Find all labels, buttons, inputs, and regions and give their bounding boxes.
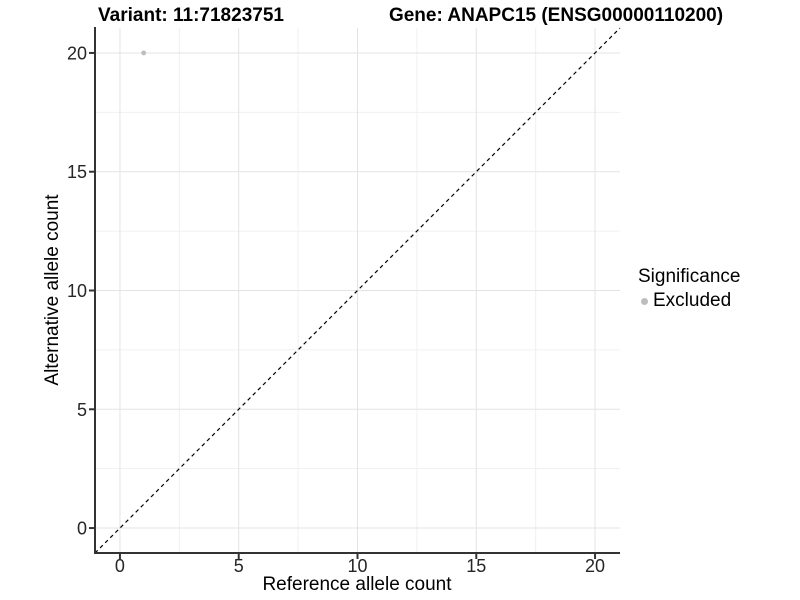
x-tick-label: 20 [585,556,605,576]
y-tick-label: 20 [67,43,87,63]
x-tick-label: 15 [466,556,486,576]
legend-title: Significance [638,266,741,287]
x-axis-title: Reference allele count [262,574,452,595]
x-tick-label: 5 [234,556,244,576]
legend-items: Excluded [630,290,795,312]
legend: Significance Excluded [630,266,795,312]
y-axis-title: Alternative allele count [42,194,63,386]
data-point [141,50,147,56]
y-tick-label: 5 [77,400,87,420]
variant-title: Variant: 11:71823751 [98,5,284,26]
y-tick-label: 10 [67,281,87,301]
identity-line [94,27,621,554]
legend-item: Excluded [630,290,795,312]
x-tick-label: 10 [347,556,367,576]
x-tick-label: 0 [115,556,125,576]
legend-item-label: Excluded [653,290,732,311]
y-tick-label: 0 [77,519,87,539]
y-tick-label: 15 [67,162,87,182]
gene-title: Gene: ANAPC15 (ENSG00000110200) [388,5,724,26]
legend-key-dot-icon [641,297,648,305]
